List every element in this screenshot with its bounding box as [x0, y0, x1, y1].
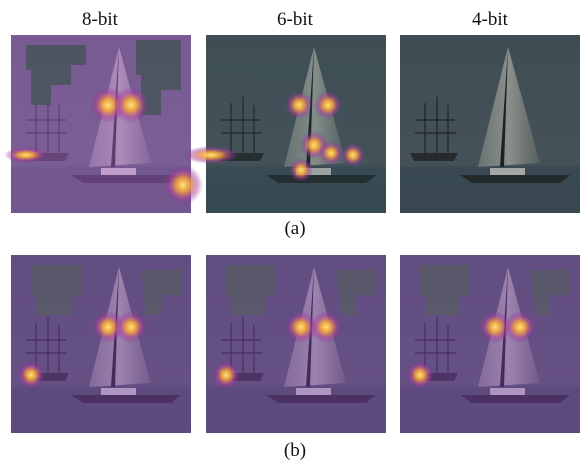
panel-8bit-a	[4, 34, 203, 214]
column-title: 6-bit	[277, 9, 314, 30]
panel-4bit-a	[399, 34, 581, 214]
panel-6bit-a	[183, 34, 387, 214]
panel-4bit-b	[399, 254, 581, 434]
caption: (a)	[284, 218, 305, 239]
column-title: 4-bit	[472, 9, 509, 30]
panel-8bit-b	[10, 254, 192, 434]
panel-6bit-b	[205, 254, 387, 434]
column-title: 8-bit	[82, 9, 119, 30]
caption: (b)	[284, 440, 306, 461]
